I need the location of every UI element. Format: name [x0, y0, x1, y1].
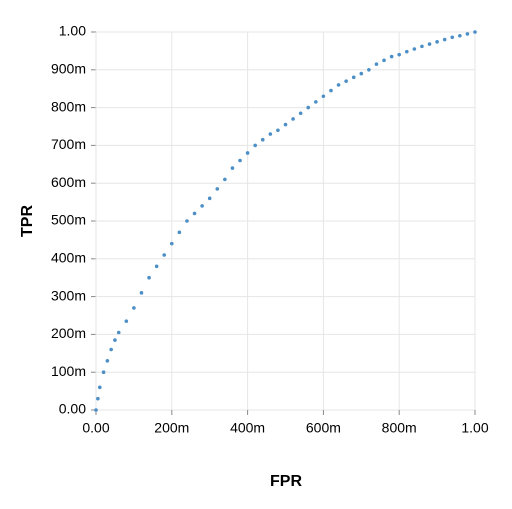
x-tick-label: 1.00	[461, 420, 488, 436]
x-axis-title: FPR	[270, 473, 302, 490]
point	[435, 40, 439, 44]
point	[200, 204, 204, 208]
x-tick-label: 200m	[154, 420, 189, 436]
point	[238, 158, 242, 163]
point	[321, 94, 326, 99]
point	[109, 347, 113, 352]
point	[351, 75, 356, 80]
y-tick-label: 100m	[51, 363, 86, 379]
point	[291, 117, 295, 121]
point	[427, 42, 432, 46]
x-tick-label: 600m	[306, 420, 341, 436]
point	[412, 47, 417, 51]
point	[185, 219, 189, 223]
y-tick-label: 900m	[51, 61, 86, 77]
point	[283, 122, 288, 127]
point	[389, 54, 394, 59]
point	[154, 264, 159, 269]
point	[162, 253, 167, 257]
y-tick-label: 800m	[51, 98, 86, 114]
point	[298, 111, 303, 116]
point	[374, 62, 379, 66]
point	[359, 71, 364, 76]
y-axis-title: TPR	[19, 205, 36, 237]
point	[96, 396, 100, 401]
point	[124, 319, 129, 323]
point	[367, 68, 371, 72]
point	[94, 408, 98, 412]
point	[336, 83, 341, 87]
point	[442, 37, 447, 42]
point	[207, 196, 212, 201]
y-tick-label: 0.00	[59, 401, 86, 417]
point	[276, 128, 280, 133]
point	[116, 330, 121, 335]
x-tick-label: 0.00	[82, 420, 109, 436]
point	[105, 359, 110, 363]
point	[450, 35, 455, 40]
point	[397, 52, 402, 57]
point	[147, 275, 151, 280]
point	[382, 58, 386, 63]
point	[97, 385, 102, 390]
point	[253, 143, 257, 148]
point	[458, 33, 462, 38]
y-tick-label: 400m	[51, 250, 86, 266]
point	[268, 132, 273, 136]
point	[132, 306, 136, 310]
point	[465, 32, 470, 36]
point	[170, 241, 174, 246]
y-tick-label: 600m	[51, 174, 86, 190]
point	[245, 151, 250, 155]
point	[344, 79, 348, 83]
y-tick-label: 1.00	[59, 23, 86, 39]
point	[329, 88, 333, 93]
point	[404, 49, 409, 54]
x-tick-label: 800m	[382, 420, 417, 436]
point	[192, 211, 197, 216]
x-tick-label: 400m	[230, 420, 265, 436]
y-tick-label: 700m	[51, 136, 86, 152]
point	[177, 230, 182, 235]
point	[260, 137, 265, 142]
y-tick-label: 200m	[51, 325, 86, 341]
point	[420, 44, 424, 49]
point	[314, 100, 318, 104]
point	[139, 291, 144, 295]
point	[101, 370, 106, 375]
point	[473, 30, 477, 34]
y-tick-label: 500m	[51, 212, 86, 228]
point	[223, 177, 227, 182]
point	[113, 338, 117, 342]
y-tick-label: 300m	[51, 287, 86, 303]
point	[230, 166, 235, 170]
point	[215, 187, 220, 191]
point	[306, 105, 311, 110]
